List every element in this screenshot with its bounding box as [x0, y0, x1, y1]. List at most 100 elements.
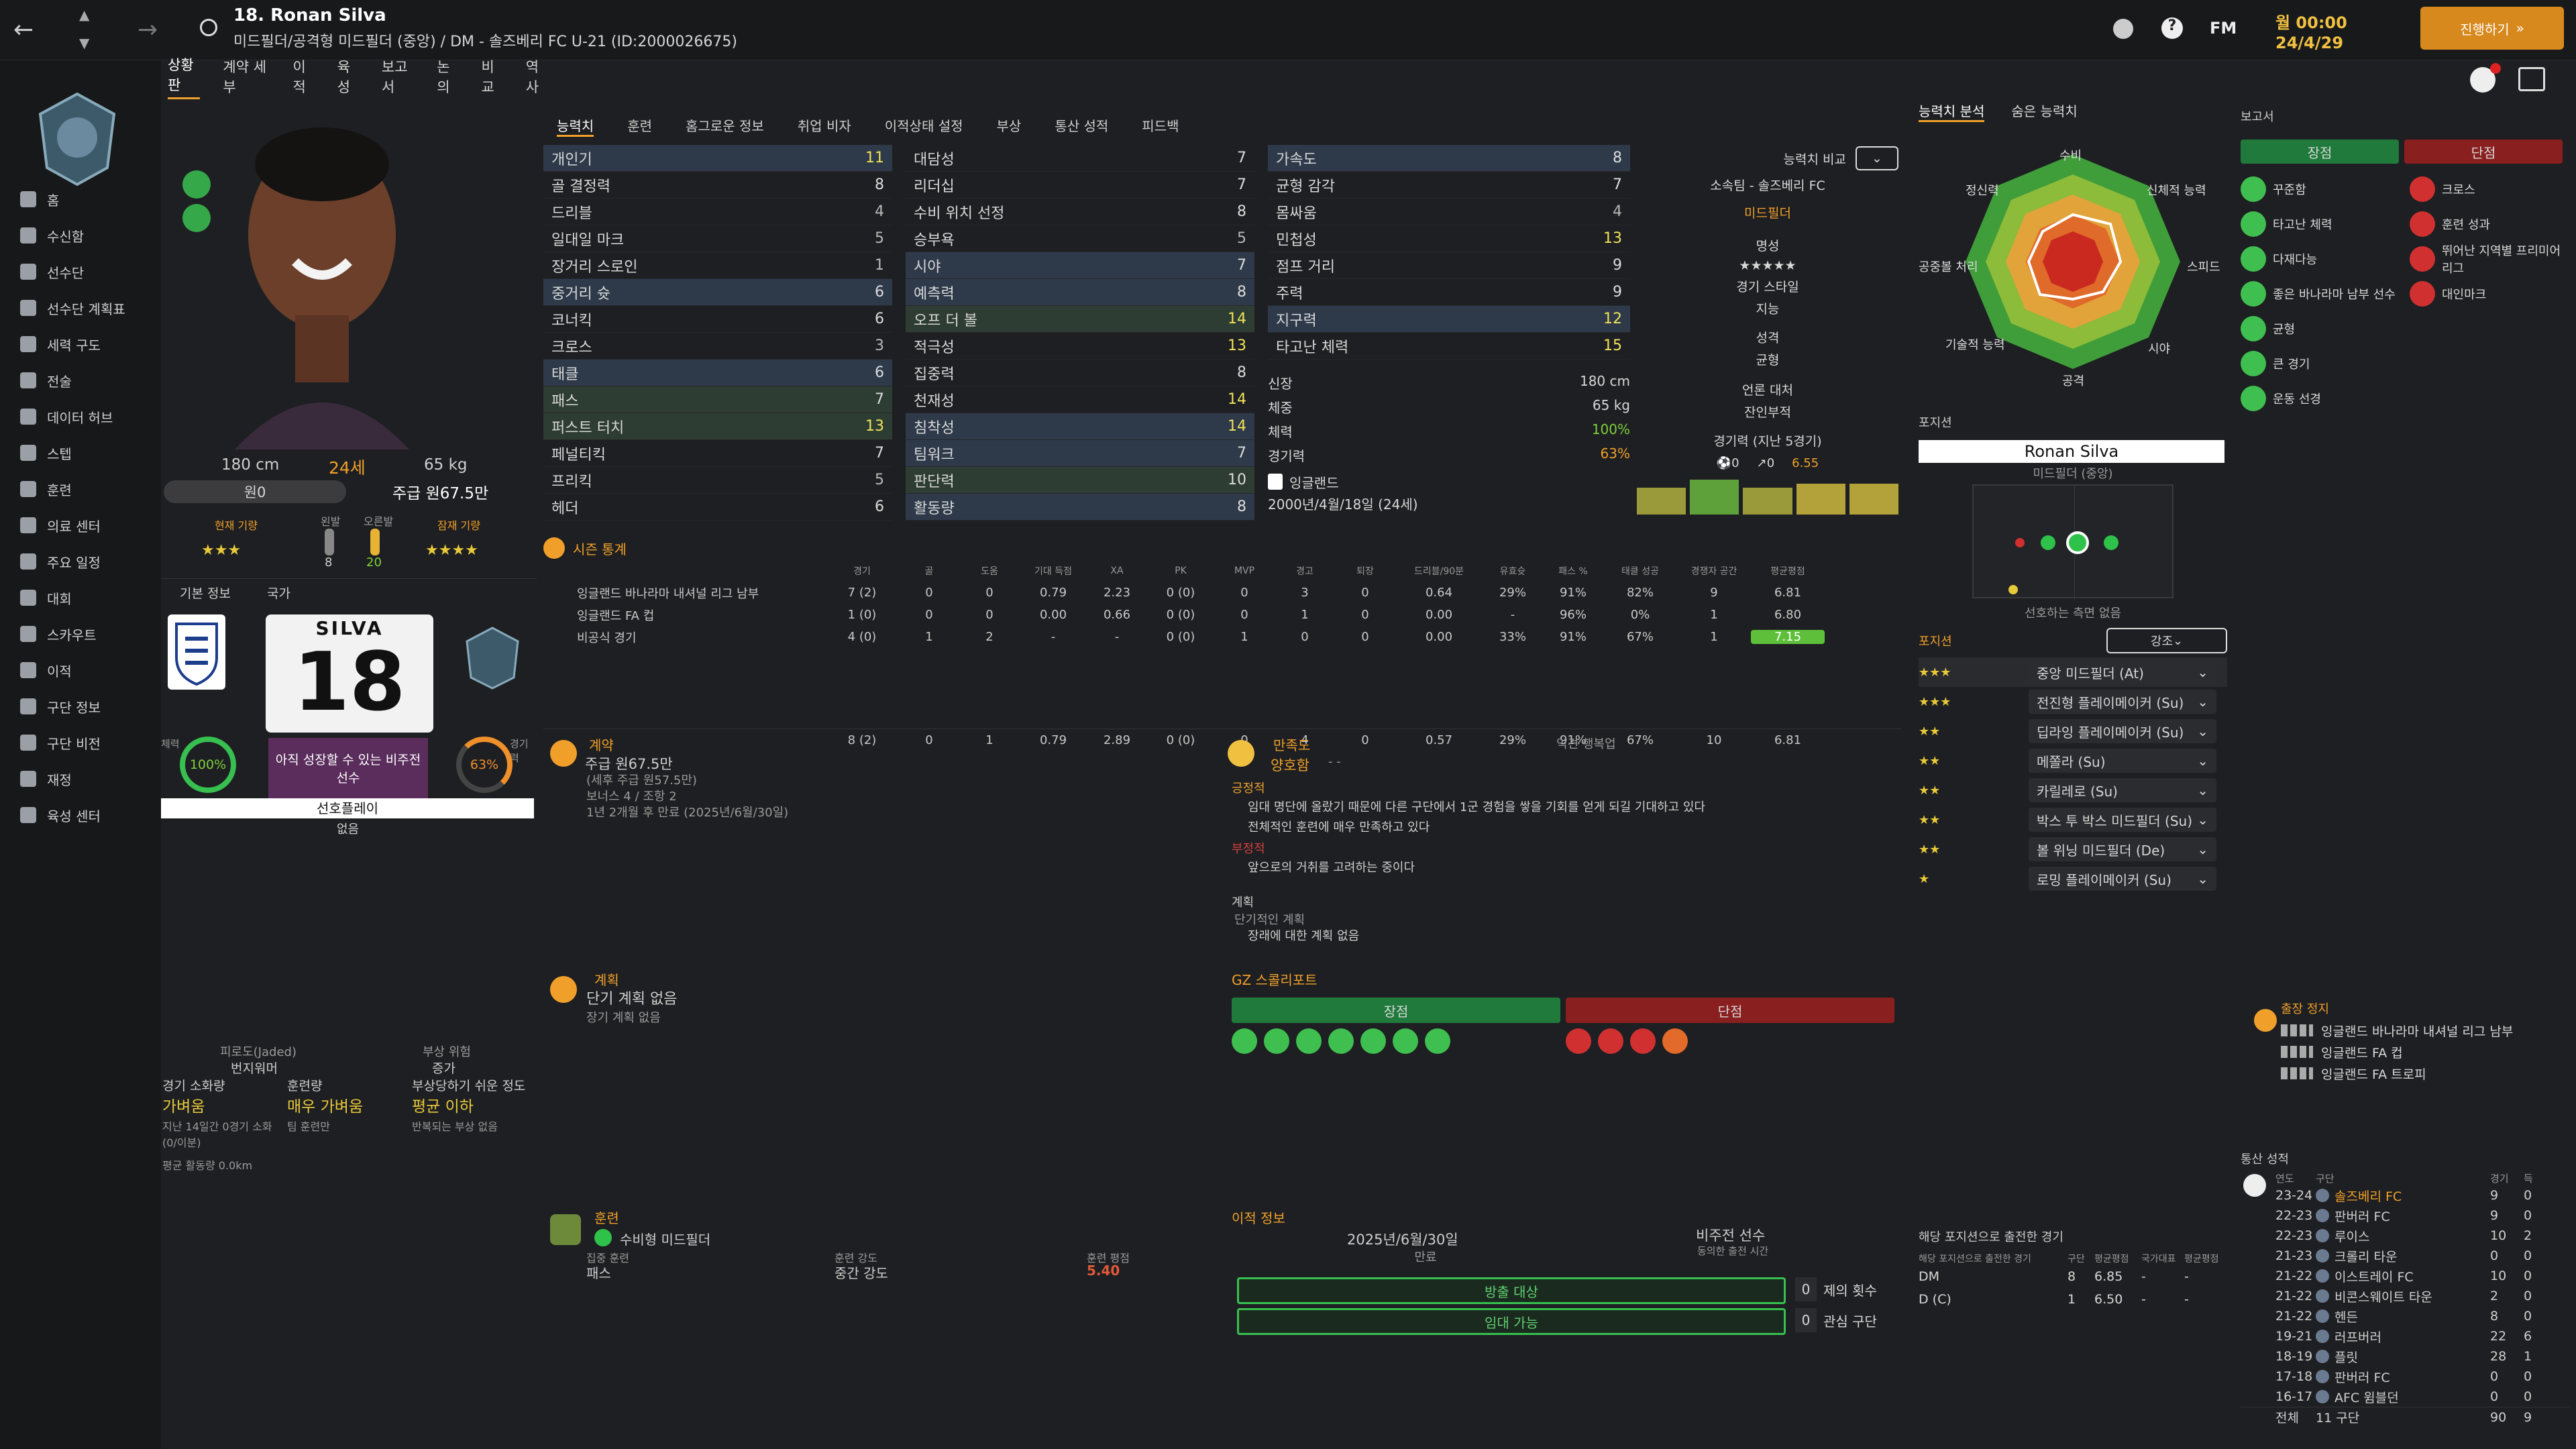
world-icon[interactable] [2113, 19, 2133, 39]
layout-icon[interactable] [2518, 67, 2545, 91]
attribute-row[interactable]: 승부욕 5 [906, 225, 1254, 252]
role-select[interactable]: 카릴레로 (Su) ⌄ [2029, 778, 2216, 802]
attribute-row[interactable]: 점프 거리 9 [1268, 252, 1630, 279]
report-strength-item[interactable]: 운동 선경 [2241, 381, 2404, 416]
season-row[interactable]: 비공식 경기 4 (0) 1 2 - - 0 (0) 1 0 0 0.00 33% 91% 67% 1 7.1… [543, 626, 1901, 648]
career-row[interactable]: 23-24 솔즈베리 FC 9 0 [2275, 1185, 2569, 1205]
role-row[interactable]: ★★ 딥라잉 플레이메이커 (Su) ⌄ [1919, 716, 2227, 746]
transfer-title[interactable]: 이적 정보 [1232, 1210, 1285, 1226]
nav-item-staff[interactable]: 스텝 [0, 435, 161, 471]
compare-dropdown[interactable]: ⌄ [1856, 146, 1898, 170]
attribute-row[interactable]: 수비 위치 선정 8 [906, 199, 1254, 225]
tab-basic-info[interactable]: 기본 정보 [180, 586, 231, 601]
attribute-row[interactable]: 중거리 슛 6 [543, 279, 892, 306]
help-icon[interactable]: ? [2161, 17, 2183, 39]
nav-item-training[interactable]: 훈련 [0, 471, 161, 507]
nav-item-club-vision[interactable]: 구단 비전 [0, 724, 161, 761]
attribute-row[interactable]: 판단력 10 [906, 467, 1254, 494]
tab-work-permit[interactable]: 취업 비자 [797, 118, 851, 134]
attribute-row[interactable]: 헤더 6 [543, 494, 892, 521]
career-row[interactable]: 22-23 판버러 FC 9 0 [2275, 1205, 2569, 1226]
attribute-row[interactable]: 지구력 12 [1268, 306, 1630, 333]
report-strength-item[interactable]: 큰 경기 [2241, 346, 2404, 381]
attribute-row[interactable]: 적극성 13 [906, 333, 1254, 360]
forward-button[interactable]: → [138, 16, 158, 44]
attribute-row[interactable]: 개인기 11 [543, 145, 892, 172]
report-strength-item[interactable]: 꾸준함 [2241, 172, 2404, 207]
training-title[interactable]: 훈련 [594, 1210, 619, 1226]
attribute-row[interactable]: 주력 9 [1268, 279, 1630, 306]
report-strength-item[interactable]: 균형 [2241, 311, 2404, 346]
career-row[interactable]: 21-22 비콘스웨이트 타운 2 0 [2275, 1286, 2569, 1306]
attribute-row[interactable]: 몸싸움 4 [1268, 199, 1630, 225]
nav-item-squad[interactable]: 선수단 [0, 254, 161, 290]
attribute-row[interactable]: 일대일 마크 5 [543, 225, 892, 252]
nav-item-dynamics[interactable]: 세력 구도 [0, 326, 161, 362]
attribute-row[interactable]: 가속도 8 [1268, 145, 1630, 172]
attribute-row[interactable]: 민첩성 13 [1268, 225, 1630, 252]
happiness-title[interactable]: 만족도 [1273, 737, 1311, 753]
loan-listed-button[interactable]: 임대 가능 [1237, 1308, 1786, 1335]
attribute-row[interactable]: 장거리 스로인 1 [543, 252, 892, 279]
career-row[interactable]: 16-17 AFC 윔블던 0 0 [2275, 1387, 2569, 1407]
nav-item-data-hub[interactable]: 데이터 허브 [0, 398, 161, 435]
role-row[interactable]: ★★ 볼 위닝 미드필더 (De) ⌄ [1919, 835, 2227, 864]
career-row[interactable]: 22-23 루이스 10 2 [2275, 1226, 2569, 1246]
role-row[interactable]: ★★★ 전진형 플레이메이커 (Su) ⌄ [1919, 687, 2227, 716]
report-strength-item[interactable]: 타고난 체력 [2241, 207, 2404, 241]
role-select[interactable]: 볼 위닝 미드필더 (De) ⌄ [2029, 837, 2216, 861]
attribute-row[interactable]: 리더십 7 [906, 172, 1254, 199]
report-strength-item[interactable]: 좋은 바나라마 남부 선수 [2241, 276, 2404, 311]
back-button[interactable]: ← [13, 16, 34, 44]
attribute-row[interactable]: 프리킥 5 [543, 467, 892, 494]
report-weakness-item[interactable]: 대인마크 [2410, 276, 2568, 311]
nav-item-tactics[interactable]: 전술 [0, 362, 161, 398]
transfer-listed-button[interactable]: 방출 대상 [1237, 1277, 1786, 1304]
attribute-row[interactable]: 예측력 8 [906, 279, 1254, 306]
nav-item-squad-planner[interactable]: 선수단 계획표 [0, 290, 161, 326]
tab-nation[interactable]: 국가 [267, 586, 290, 601]
tab-transfer-status[interactable]: 이적상태 설정 [884, 118, 963, 134]
report-weakness-item[interactable]: 훈련 성과 [2410, 207, 2568, 241]
attribute-row[interactable]: 드리블 4 [543, 199, 892, 225]
tab-hidden-attributes[interactable]: 숨은 능력치 [2011, 103, 2078, 119]
nav-item-finances[interactable]: 재정 [0, 761, 161, 797]
nav-item-club-info[interactable]: 구단 정보 [0, 688, 161, 724]
nav-item-scouting[interactable]: 스카우트 [0, 616, 161, 652]
career-row[interactable]: 21-22 이스트레이 FC 10 0 [2275, 1266, 2569, 1286]
attribute-row[interactable]: 균형 감각 7 [1268, 172, 1630, 199]
career-row[interactable]: 19-21 러프버러 22 6 [2275, 1326, 2569, 1346]
report-weakness-item[interactable]: 크로스 [2410, 172, 2568, 207]
nav-item-development[interactable]: 육성 센터 [0, 797, 161, 833]
role-select[interactable]: 로밍 플레이메이커 (Su) ⌄ [2029, 867, 2216, 891]
role-row[interactable]: ★★ 카릴레로 (Su) ⌄ [1919, 775, 2227, 805]
career-row[interactable]: 21-22 헨든 8 0 [2275, 1306, 2569, 1326]
tab-career-stats[interactable]: 통산 성적 [1055, 118, 1109, 134]
scout-title[interactable]: GZ 스콜리포트 [1232, 972, 1318, 988]
plans-title[interactable]: 계획 [594, 972, 619, 988]
tab-homegrown[interactable]: 홈그로운 정보 [686, 118, 764, 134]
career-filter-icon[interactable] [2243, 1174, 2266, 1197]
subnav-discuss[interactable]: 논의 [437, 59, 450, 95]
subnav-transfer[interactable]: 이적 [292, 59, 306, 95]
subnav-compare[interactable]: 비교 [481, 59, 494, 95]
nav-item-transfers[interactable]: 이적 [0, 652, 161, 688]
season-row[interactable]: 잉글랜드 FA 컵 1 (0) 0 0 0.00 0.66 0 (0) 0 1 0 0.00 - 96%… [543, 604, 1901, 626]
report-weakness-item[interactable]: 뛰어난 지역별 프리미어 리그 [2410, 241, 2568, 276]
subnav-reports[interactable]: 보고서 [381, 59, 408, 95]
attribute-row[interactable]: 페널티킥 7 [543, 440, 892, 467]
roles-dropdown[interactable]: 강조 ⌄ [2106, 628, 2227, 653]
contract-title[interactable]: 계약 [589, 737, 614, 753]
subnav-contract[interactable]: 계약 세부 [223, 59, 267, 95]
role-row[interactable]: ★★ 박스 투 박스 미드필더 (Su) ⌄ [1919, 805, 2227, 835]
search-icon[interactable] [200, 19, 217, 36]
attribute-row[interactable]: 집중력 8 [906, 360, 1254, 386]
attribute-row[interactable]: 코너킥 6 [543, 306, 892, 333]
fm-menu-icon[interactable]: FM [2210, 19, 2237, 38]
role-select[interactable]: 전진형 플레이메이커 (Su) ⌄ [2029, 690, 2216, 714]
role-select[interactable]: 딥라잉 플레이메이커 (Su) ⌄ [2029, 719, 2216, 743]
up-arrow-icon[interactable]: ▲ [79, 7, 90, 23]
nav-item-schedule[interactable]: 주요 일정 [0, 543, 161, 580]
role-row[interactable]: ★ 로밍 플레이메이커 (Su) ⌄ [1919, 864, 2227, 894]
tab-injury[interactable]: 부상 [996, 118, 1022, 134]
